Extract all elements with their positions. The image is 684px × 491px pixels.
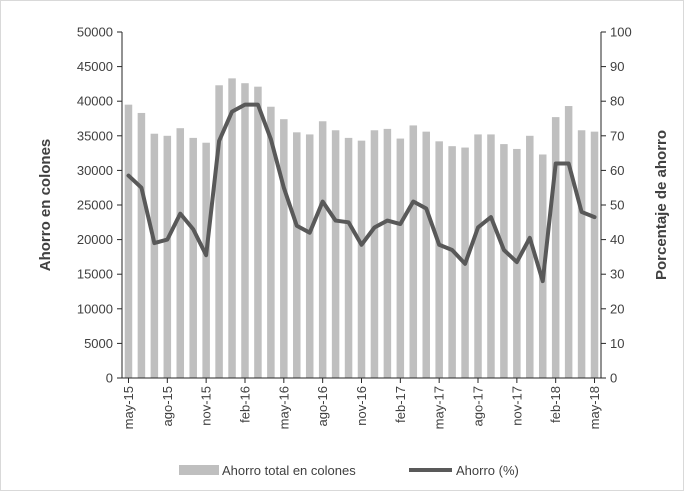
y-tick-label: 25000 (77, 198, 113, 213)
y-tick-label: 30000 (77, 163, 113, 178)
savings-percent-line (126, 102, 597, 284)
bar (448, 146, 456, 378)
bar (331, 130, 340, 378)
legend-swatch-bar (179, 465, 219, 475)
y2-tick-label: 40 (610, 232, 624, 247)
x-tick-label: may-17 (432, 386, 447, 429)
bar (564, 106, 573, 378)
x-tick-label: nov-15 (199, 386, 214, 426)
y2-tick-label: 100 (610, 25, 632, 40)
right-axis-title: Porcentaje de ahorro (653, 130, 670, 280)
bar (305, 134, 314, 378)
x-tick-label: may-15 (121, 386, 136, 429)
y-tick-label: 40000 (77, 94, 113, 109)
bar (370, 130, 379, 378)
bar (422, 131, 430, 378)
bar (241, 83, 249, 379)
legend: Ahorro total en colones Ahorro (%) (179, 463, 519, 478)
axes (117, 31, 606, 383)
x-tick-label: may-18 (587, 386, 602, 429)
bar (590, 131, 599, 378)
y-tick-label: 50000 (77, 25, 113, 40)
bar (551, 117, 560, 379)
y2-tick-label: 10 (610, 336, 624, 351)
x-tick-label: ago-16 (315, 386, 330, 426)
legend-label-bar: Ahorro total en colones (222, 463, 356, 478)
x-tick-label: feb-17 (393, 386, 408, 423)
x-tick-label: nov-17 (509, 386, 524, 426)
legend-label-line: Ahorro (%) (456, 463, 519, 478)
y2-tick-label: 70 (610, 128, 624, 143)
y-tick-label: 15000 (77, 267, 113, 282)
y-tick-label: 5000 (84, 336, 113, 351)
tick-labels: 0 5000 10000 15000 20000 25000 30000 35000 40000… (77, 25, 632, 430)
y-tick-label: 45000 (77, 59, 113, 74)
x-tick-label: feb-16 (237, 386, 252, 423)
bar (215, 85, 223, 378)
bar (435, 141, 443, 378)
bar (577, 130, 586, 378)
bar (357, 140, 366, 378)
x-tick-label: ago-15 (160, 386, 175, 426)
bar-series (124, 78, 599, 379)
bar (124, 104, 133, 378)
y2-tick-label: 60 (610, 163, 624, 178)
y-tick-label: 0 (106, 371, 113, 386)
bar (202, 142, 210, 378)
line-series (126, 102, 597, 284)
x-tick-label: may-16 (276, 386, 291, 429)
y2-tick-label: 30 (610, 267, 624, 282)
bar (383, 128, 392, 378)
bar (137, 112, 146, 379)
bar (293, 132, 301, 378)
y2-tick-label: 20 (610, 301, 624, 316)
bar (176, 128, 185, 378)
bar (267, 106, 275, 379)
bar (228, 78, 236, 379)
bar (280, 119, 288, 378)
bar (150, 133, 159, 378)
bar (409, 125, 418, 378)
bar (163, 135, 172, 378)
y-tick-label: 35000 (77, 128, 113, 143)
bar (189, 137, 197, 378)
bar (474, 134, 482, 378)
bar (500, 144, 508, 378)
y2-tick-label: 50 (610, 198, 624, 213)
bar (396, 138, 405, 378)
x-tick-label: nov-16 (354, 386, 369, 426)
bar (318, 121, 327, 379)
bar (487, 134, 495, 378)
y2-tick-label: 90 (610, 59, 624, 74)
left-axis-title: Ahorro en colones (37, 139, 54, 272)
bar (526, 135, 534, 378)
bar (344, 137, 353, 378)
y-tick-label: 10000 (77, 301, 113, 316)
x-tick-label: feb-18 (548, 386, 563, 423)
y-tick-label: 20000 (77, 232, 113, 247)
bar (254, 86, 262, 379)
x-tick-label: ago-17 (471, 386, 486, 426)
y2-tick-label: 0 (610, 371, 617, 386)
y2-tick-label: 80 (610, 94, 624, 109)
